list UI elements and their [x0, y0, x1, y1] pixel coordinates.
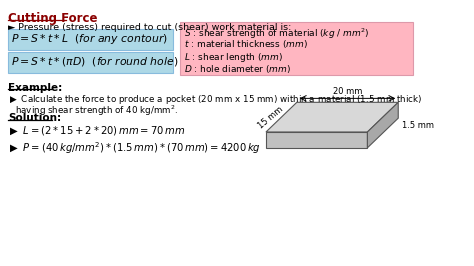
Text: $\blacktriangleright\ P = (40\,kg/mm^2)*(1.5\,mm)*(70\,mm) = 4200\,kg$: $\blacktriangleright\ P = (40\,kg/mm^2)*…: [9, 140, 261, 156]
Polygon shape: [266, 132, 367, 148]
Polygon shape: [266, 102, 398, 132]
FancyBboxPatch shape: [8, 52, 173, 73]
Text: $\blacktriangleright\ L = (2*15 + 2*20)\,mm = 70\,mm$: $\blacktriangleright\ L = (2*15 + 2*20)\…: [9, 124, 186, 137]
Text: $t$ : material thickness ($mm$): $t$ : material thickness ($mm$): [184, 39, 308, 51]
Text: 15 mm: 15 mm: [256, 104, 285, 130]
Polygon shape: [367, 102, 398, 148]
Text: $\blacktriangleright$ Calculate the force to produce a pocket (20 mm x 15 mm) wi: $\blacktriangleright$ Calculate the forc…: [9, 93, 423, 106]
Text: having shear strength of 40 kg/mm$^2$.: having shear strength of 40 kg/mm$^2$.: [16, 103, 179, 118]
Text: ► Pressure (stress) required to cut (shear) work material is:: ► Pressure (stress) required to cut (she…: [9, 23, 292, 32]
FancyBboxPatch shape: [8, 29, 173, 50]
Text: 1.5 mm: 1.5 mm: [402, 120, 434, 130]
Text: Cutting Force: Cutting Force: [9, 12, 98, 25]
Text: $S$ : shear strength of material ($kg\ /\ mm^2$): $S$ : shear strength of material ($kg\ /…: [184, 26, 370, 40]
Text: Example:: Example:: [9, 82, 63, 93]
Text: $L$ : shear length ($mm$): $L$ : shear length ($mm$): [184, 51, 283, 64]
Text: 20 mm: 20 mm: [333, 88, 362, 96]
Text: $D$ : hole diameter ($mm$): $D$ : hole diameter ($mm$): [184, 63, 291, 75]
FancyBboxPatch shape: [180, 22, 413, 75]
Text: Solution:: Solution:: [9, 113, 62, 123]
Text: $P = S*t*(\pi D)\ \ (for\ round\ hole)$: $P = S*t*(\pi D)\ \ (for\ round\ hole)$: [11, 55, 179, 68]
Text: $P = S*t*L\ \ (for\ any\ contour)$: $P = S*t*L\ \ (for\ any\ contour)$: [11, 32, 168, 46]
